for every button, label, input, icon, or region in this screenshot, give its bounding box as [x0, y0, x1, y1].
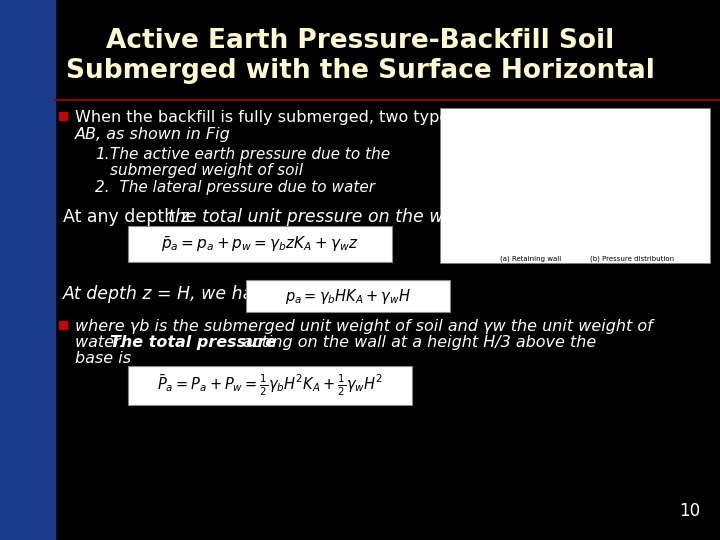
Text: $\bar{P}_a = P_a + P_w = \frac{1}{2}\gamma_b H^2 K_A + \frac{1}{2}\gamma_w H^2$: $\bar{P}_a = P_a + P_w = \frac{1}{2}\gam…	[157, 372, 383, 397]
Text: the total unit pressure on the wall is: the total unit pressure on the wall is	[168, 208, 483, 226]
Text: 2.  The lateral pressure due to water: 2. The lateral pressure due to water	[95, 180, 375, 195]
Text: 10: 10	[679, 502, 700, 520]
Text: At any depth z: At any depth z	[63, 208, 195, 226]
Text: The total pressure: The total pressure	[110, 335, 276, 350]
Point	[58, 321, 69, 329]
Text: When the backfill is fully submerged, two types of pressures act on wall: When the backfill is fully submerged, tw…	[75, 110, 653, 125]
Text: Active Earth Pressure-Backfill Soil: Active Earth Pressure-Backfill Soil	[106, 28, 614, 54]
Text: base is: base is	[75, 351, 131, 366]
Point	[58, 112, 69, 120]
Text: AB, as shown in Fig: AB, as shown in Fig	[75, 127, 230, 142]
Bar	[0, 0, 55, 540]
FancyBboxPatch shape	[128, 366, 412, 405]
Text: (a) Retaining wall: (a) Retaining wall	[500, 255, 562, 261]
Text: where γb is the submerged unit weight of soil and γw the unit weight of: where γb is the submerged unit weight of…	[75, 319, 653, 334]
Text: At depth z = H, we have: At depth z = H, we have	[63, 285, 275, 303]
FancyBboxPatch shape	[128, 226, 392, 262]
Text: 1.: 1.	[95, 147, 109, 162]
Bar	[440, 108, 710, 263]
Text: $p_a = \gamma_b H K_A + \gamma_w H$: $p_a = \gamma_b H K_A + \gamma_w H$	[285, 287, 411, 306]
Text: Submerged with the Surface Horizontal: Submerged with the Surface Horizontal	[66, 58, 654, 84]
FancyBboxPatch shape	[246, 280, 450, 312]
Text: water.: water.	[75, 335, 130, 350]
Text: acting on the wall at a height H/3 above the: acting on the wall at a height H/3 above…	[238, 335, 596, 350]
Text: submerged weight of soil: submerged weight of soil	[110, 163, 303, 178]
Text: $\bar{p}_a = p_a + p_w = \gamma_b z K_A + \gamma_w z$: $\bar{p}_a = p_a + p_w = \gamma_b z K_A …	[161, 234, 359, 254]
Text: The active earth pressure due to the: The active earth pressure due to the	[110, 147, 390, 162]
Text: (b) Pressure distribution: (b) Pressure distribution	[590, 255, 674, 261]
